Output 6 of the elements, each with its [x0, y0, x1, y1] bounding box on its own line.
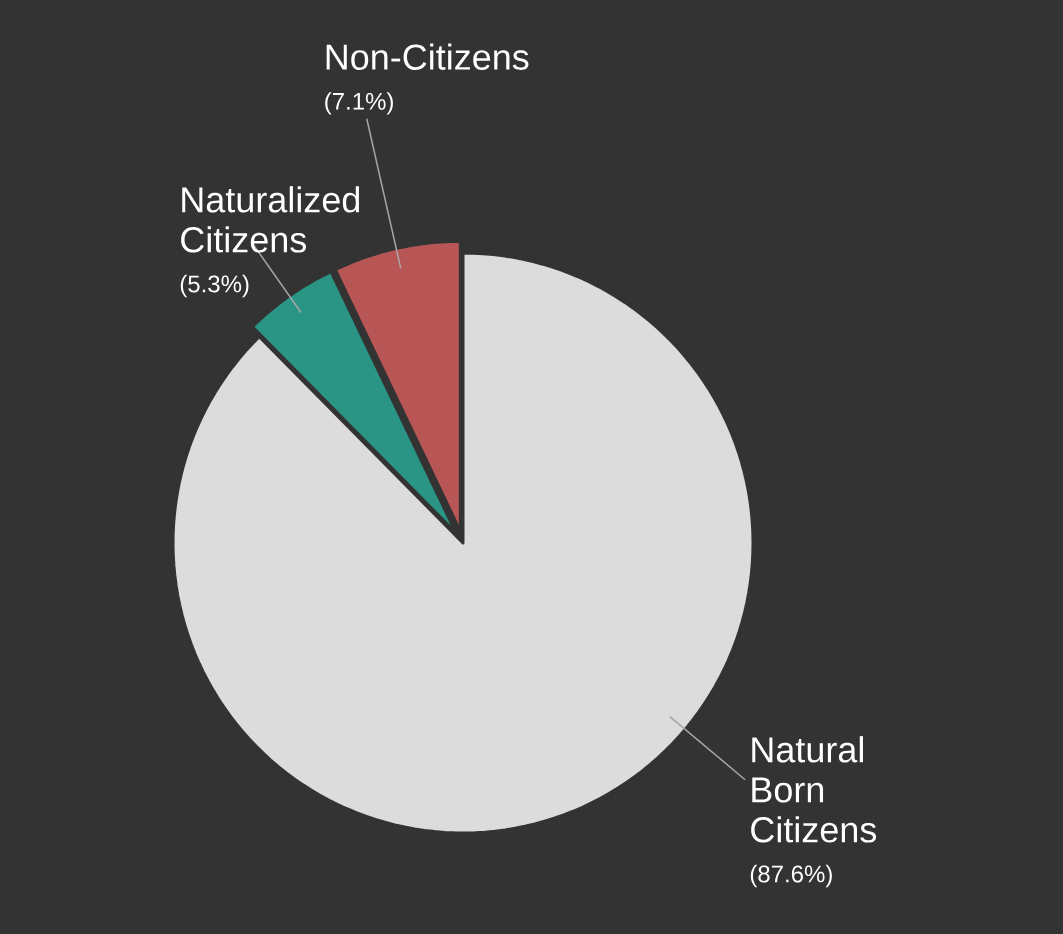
slice-label: Naturalized Citizens: [181, 186, 360, 253]
slice-label: Non-Citizens: [326, 43, 529, 70]
slice-label: Natural Born Citizens: [751, 736, 877, 843]
data-label: (87.6%): [750, 864, 832, 888]
data-label: (5.3%): [180, 274, 249, 298]
data-label: (7.1%): [325, 92, 393, 115]
